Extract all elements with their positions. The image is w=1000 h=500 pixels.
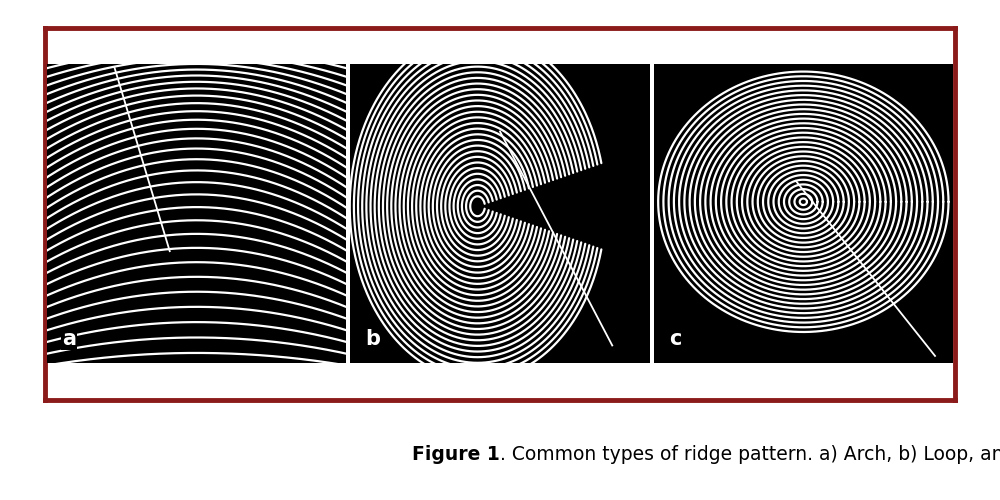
- Text: c: c: [669, 330, 681, 349]
- Text: b: b: [365, 330, 380, 349]
- Text: a: a: [62, 330, 76, 349]
- Text: . Common types of ridge pattern. a) Arch, b) Loop, and c) Whorl [7].: . Common types of ridge pattern. a) Arch…: [500, 446, 1000, 464]
- Text: Figure 1: Figure 1: [412, 446, 500, 464]
